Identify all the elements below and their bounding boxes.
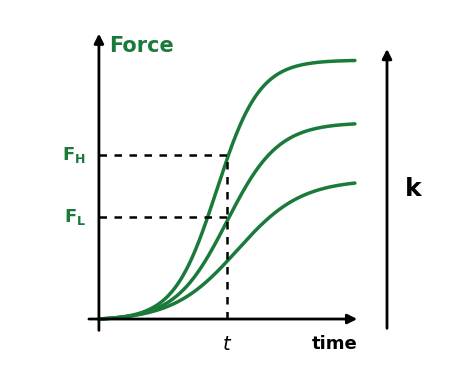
Text: $\mathit{t}$: $\mathit{t}$ [222, 335, 232, 353]
Text: $\mathbf{F_L}$: $\mathbf{F_L}$ [64, 207, 86, 227]
Text: Force: Force [109, 37, 174, 57]
Text: k: k [405, 177, 422, 201]
Text: $\mathbf{F_H}$: $\mathbf{F_H}$ [63, 145, 86, 165]
Text: time: time [312, 335, 357, 353]
